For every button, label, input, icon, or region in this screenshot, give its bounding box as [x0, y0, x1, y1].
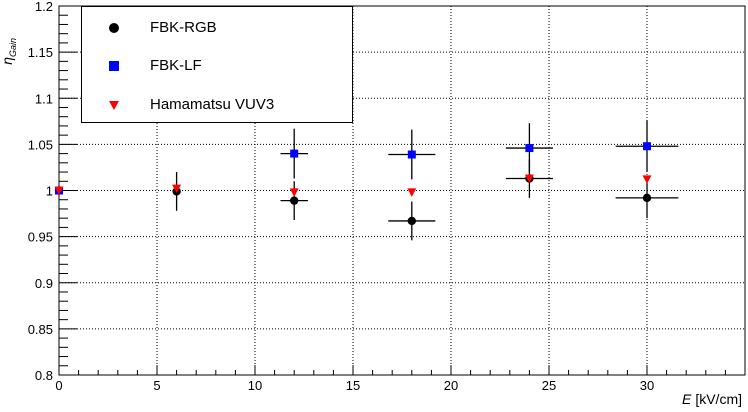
x-tick-label: 10 — [248, 378, 262, 393]
x-tick-label: 5 — [153, 378, 160, 393]
y-tick-label: 0.9 — [35, 276, 53, 291]
circle-marker-icon — [109, 23, 119, 33]
data-point-hamamatsu — [54, 186, 64, 195]
legend-entry-fbk-rgb: FBK-RGB — [82, 13, 352, 43]
y-tick-label: 1 — [46, 184, 53, 199]
x-axis-label: E [kV/cm] — [682, 391, 742, 407]
legend-entry-fbk-lf: FBK-LF — [82, 51, 352, 81]
y-tick-label: 0.85 — [28, 322, 53, 337]
x-tick-label: 20 — [444, 378, 458, 393]
data-point-fbk-rgb — [642, 193, 652, 203]
data-point-hamamatsu — [407, 188, 417, 197]
square-marker-icon — [109, 61, 119, 71]
legend-label: Hamamatsu VUV3 — [150, 96, 275, 113]
x-tick-label: 25 — [542, 378, 556, 393]
y-tick-label: 0.95 — [28, 230, 53, 245]
data-point-hamamatsu — [642, 175, 652, 184]
y-tick-label: 1.05 — [28, 137, 53, 152]
x-tick-label: 0 — [55, 378, 62, 393]
data-point-fbk-lf — [643, 142, 651, 151]
y-tick-label: 0.8 — [35, 368, 53, 383]
legend: FBK-RGB FBK-LF Hamamatsu VUV3 — [81, 6, 353, 123]
data-point-fbk-rgb — [407, 216, 416, 226]
legend-label: FBK-RGB — [150, 19, 217, 36]
y-tick-label: 1.2 — [35, 0, 53, 14]
legend-entry-hamamatsu: Hamamatsu VUV3 — [82, 90, 352, 120]
data-point-hamamatsu — [172, 184, 182, 194]
data-points — [54, 120, 679, 241]
x-tick-label: 15 — [346, 378, 360, 393]
legend-label: FBK-LF — [150, 57, 202, 74]
data-point-hamamatsu — [524, 174, 534, 184]
y-tick-label: 1.1 — [35, 91, 53, 106]
x-tick-label: 30 — [640, 378, 654, 393]
y-tick-label: 1.15 — [28, 45, 53, 60]
tick-labels: 0 5 10 15 20 25 30 0.8 0.85 0.9 0.95 1 1.05 1.1 1.15 1.… — [28, 0, 655, 393]
data-point-fbk-lf — [290, 149, 299, 158]
y-axis-label: ηGain — [0, 38, 18, 65]
data-point-hamamatsu — [289, 188, 299, 197]
triangle-down-marker-icon — [109, 101, 119, 110]
data-point-fbk-lf — [407, 150, 416, 159]
data-point-fbk-rgb — [290, 196, 299, 205]
data-point-fbk-lf — [525, 144, 534, 153]
